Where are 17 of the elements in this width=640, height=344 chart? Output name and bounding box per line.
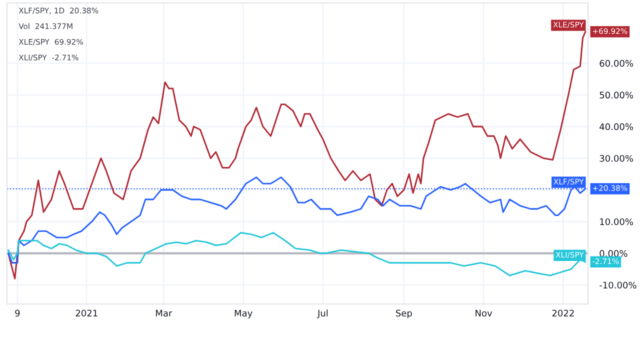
x-tick-label: Nov — [476, 310, 492, 317]
x-tick-label: Jul — [317, 310, 328, 318]
line-series — [8, 232, 586, 276]
y-tick-label: 60.00% — [600, 60, 634, 67]
line-series — [8, 176, 586, 264]
y-tick-label: 30.00% — [600, 154, 634, 162]
y-tick-label: -10.00% — [600, 282, 636, 289]
x-tick-label: 2022 — [552, 310, 574, 317]
y-tick-label: 0.00% — [600, 250, 628, 257]
x-tick-label: 9 — [15, 310, 20, 317]
y-tick-label: 40.00% — [600, 123, 634, 130]
x-tick-label: May — [234, 310, 252, 318]
y-tick-label: 50.00% — [600, 92, 634, 98]
y-tick-label: 10.00% — [600, 218, 634, 226]
x-tick-label: Mar — [156, 310, 172, 317]
x-tick-label: Sep — [396, 310, 412, 318]
x-tick-label: 2021 — [76, 310, 98, 317]
